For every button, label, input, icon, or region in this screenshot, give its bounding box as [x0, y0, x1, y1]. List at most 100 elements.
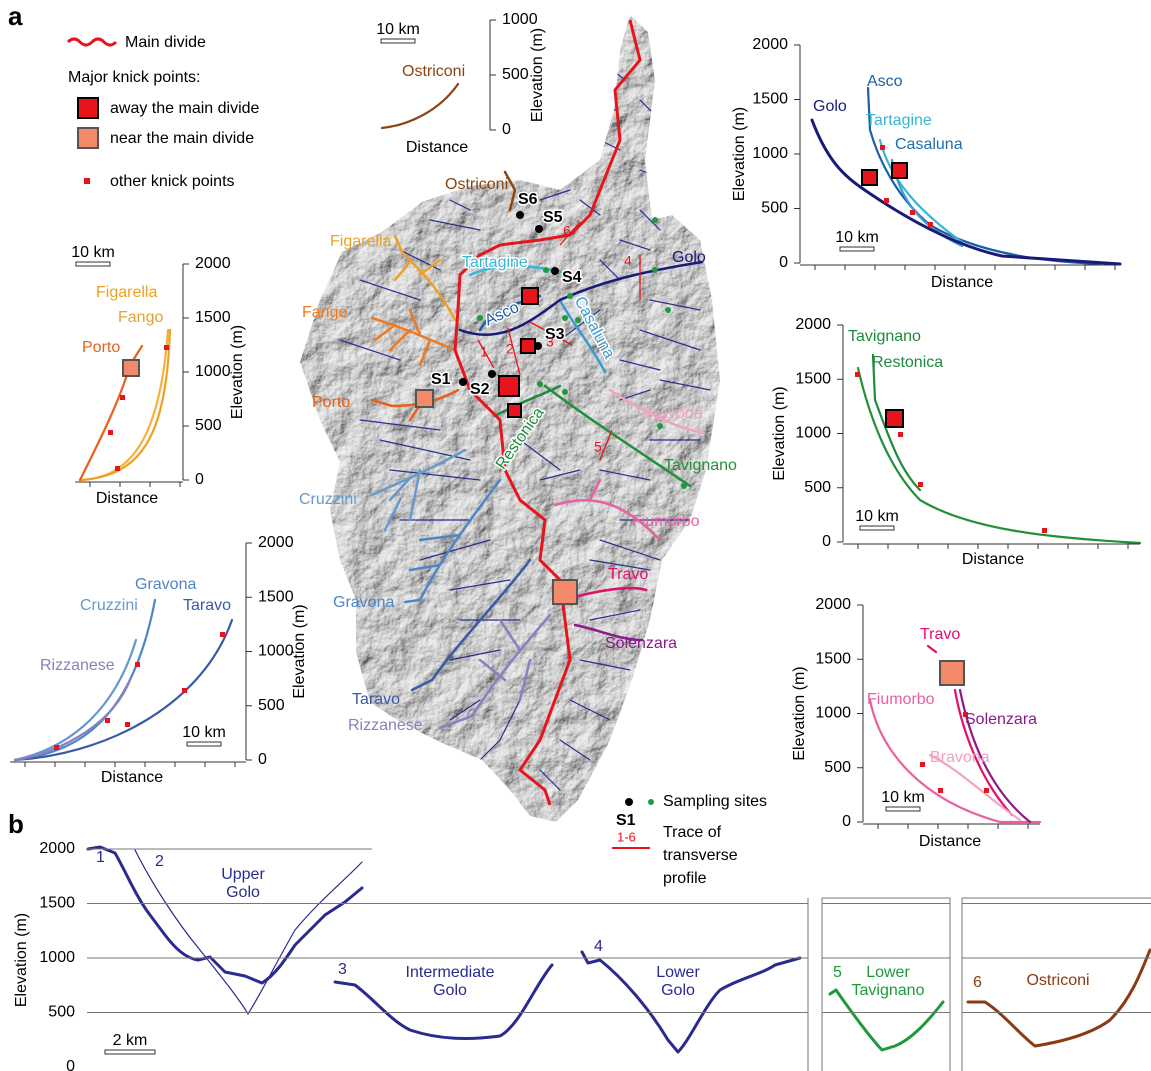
y-tick-label: 0 — [822, 533, 831, 550]
profile — [880, 140, 962, 242]
knick — [920, 762, 925, 767]
scale-bar — [381, 39, 415, 43]
y-tick-label: 1500 — [39, 895, 75, 912]
site-label: S6 — [518, 191, 538, 208]
major-knick — [862, 170, 877, 185]
y-tick-label: 0 — [502, 121, 511, 138]
major-knick — [886, 410, 903, 427]
legend-label: Trace of — [663, 824, 722, 841]
near-divide-knick — [123, 360, 139, 376]
trace-label: 4 — [624, 253, 632, 269]
river-label: Casaluna — [895, 136, 963, 153]
y-tick-label: 1500 — [815, 650, 851, 667]
x-axis-label: Distance — [962, 551, 1024, 568]
profile — [382, 84, 458, 128]
y-axis-label: Elevation (m) — [791, 666, 808, 760]
river-label: Rizzanese — [40, 657, 115, 674]
near-divide-knick — [940, 661, 964, 685]
knick — [938, 788, 943, 793]
river-label: Fango — [118, 309, 163, 326]
site — [681, 483, 687, 489]
scale-label: 10 km — [71, 244, 115, 261]
y-tick-label: 500 — [48, 1004, 75, 1021]
scale-bar — [105, 1050, 155, 1054]
major-knick — [521, 339, 535, 353]
knick — [120, 395, 125, 400]
knick — [880, 145, 885, 150]
knick — [884, 198, 889, 203]
scale-label: 10 km — [835, 229, 879, 246]
site — [543, 267, 549, 273]
y-tick-label: 500 — [258, 697, 285, 714]
y-tick-label: 0 — [842, 813, 851, 830]
knick — [1042, 528, 1047, 533]
river-label: Travo — [920, 626, 960, 643]
legend-label: other knick points — [110, 173, 235, 190]
profile — [968, 950, 1150, 1046]
scale-label: 10 km — [881, 789, 925, 806]
river-label: Solenzara — [965, 711, 1037, 728]
legend-label: away the main divide — [110, 100, 260, 117]
profile-id: 4 — [594, 938, 603, 955]
y-tick-label: 1500 — [795, 370, 831, 387]
profile-id: 6 — [973, 974, 982, 991]
site — [652, 267, 658, 273]
legend-label: 1-6 — [617, 829, 636, 844]
legend-label: S1 — [616, 812, 636, 829]
site — [665, 307, 671, 313]
y-axis-label: Elevation (m) — [13, 913, 30, 1007]
knick — [918, 482, 923, 487]
y-tick-label: 1000 — [502, 11, 538, 28]
site — [657, 423, 663, 429]
profile-name: Lower — [656, 964, 700, 981]
site — [535, 225, 543, 233]
x-axis-label: Distance — [406, 139, 468, 156]
scale-bar — [76, 262, 110, 266]
y-axis-label: Elevation (m) — [731, 107, 748, 201]
river-label: Asco — [867, 73, 903, 90]
y-tick-label: 1500 — [258, 588, 294, 605]
site-label: S5 — [543, 209, 563, 226]
river-label: Golo — [813, 98, 847, 115]
legend: Main divide Major knick points: away the… — [68, 34, 260, 190]
knick — [182, 688, 187, 693]
river-label: Tartagine — [866, 112, 932, 129]
x-axis-label: Distance — [919, 833, 981, 850]
trace-label: 1 — [480, 344, 488, 360]
scale-bar — [187, 742, 221, 746]
y-tick-label: 1000 — [815, 705, 851, 722]
site — [537, 381, 543, 387]
profile-name: Golo — [226, 884, 260, 901]
knick — [928, 222, 933, 227]
site — [459, 378, 467, 386]
y-axis-label: Elevation (m) — [771, 386, 788, 480]
legend-label: profile — [663, 870, 707, 887]
river-label: Cruzzini — [80, 597, 138, 614]
trace-label: 2 — [506, 341, 514, 357]
y-tick-label: 0 — [195, 471, 204, 488]
profile-id: 3 — [338, 961, 347, 978]
river-label: Gravona — [333, 594, 394, 611]
profile-id: 2 — [155, 853, 164, 870]
knick — [125, 722, 130, 727]
river-label: Ostriconi — [445, 176, 508, 193]
river-label: Porto — [82, 339, 120, 356]
y-tick-label: 0 — [66, 1058, 75, 1071]
scale-label: 10 km — [855, 508, 899, 525]
y-tick-label: 2000 — [39, 840, 75, 857]
river-label: Tavignano — [664, 457, 737, 474]
site — [534, 342, 542, 350]
scale-label: 10 km — [376, 21, 420, 38]
river-label: Rizzanese — [348, 717, 423, 734]
knick — [910, 210, 915, 215]
legend-label: Sampling sites — [663, 793, 767, 810]
site-label: S4 — [562, 269, 582, 286]
y-axis-label: Elevation (m) — [529, 28, 546, 122]
y-tick-label: 500 — [502, 66, 529, 83]
knick — [54, 745, 59, 750]
river-label: Bravona — [643, 405, 703, 422]
legend-title: Major knick points: — [68, 69, 201, 86]
river-label: Porto — [312, 394, 350, 411]
river-label: Golo — [672, 249, 706, 266]
profile-name: Golo — [661, 982, 695, 999]
